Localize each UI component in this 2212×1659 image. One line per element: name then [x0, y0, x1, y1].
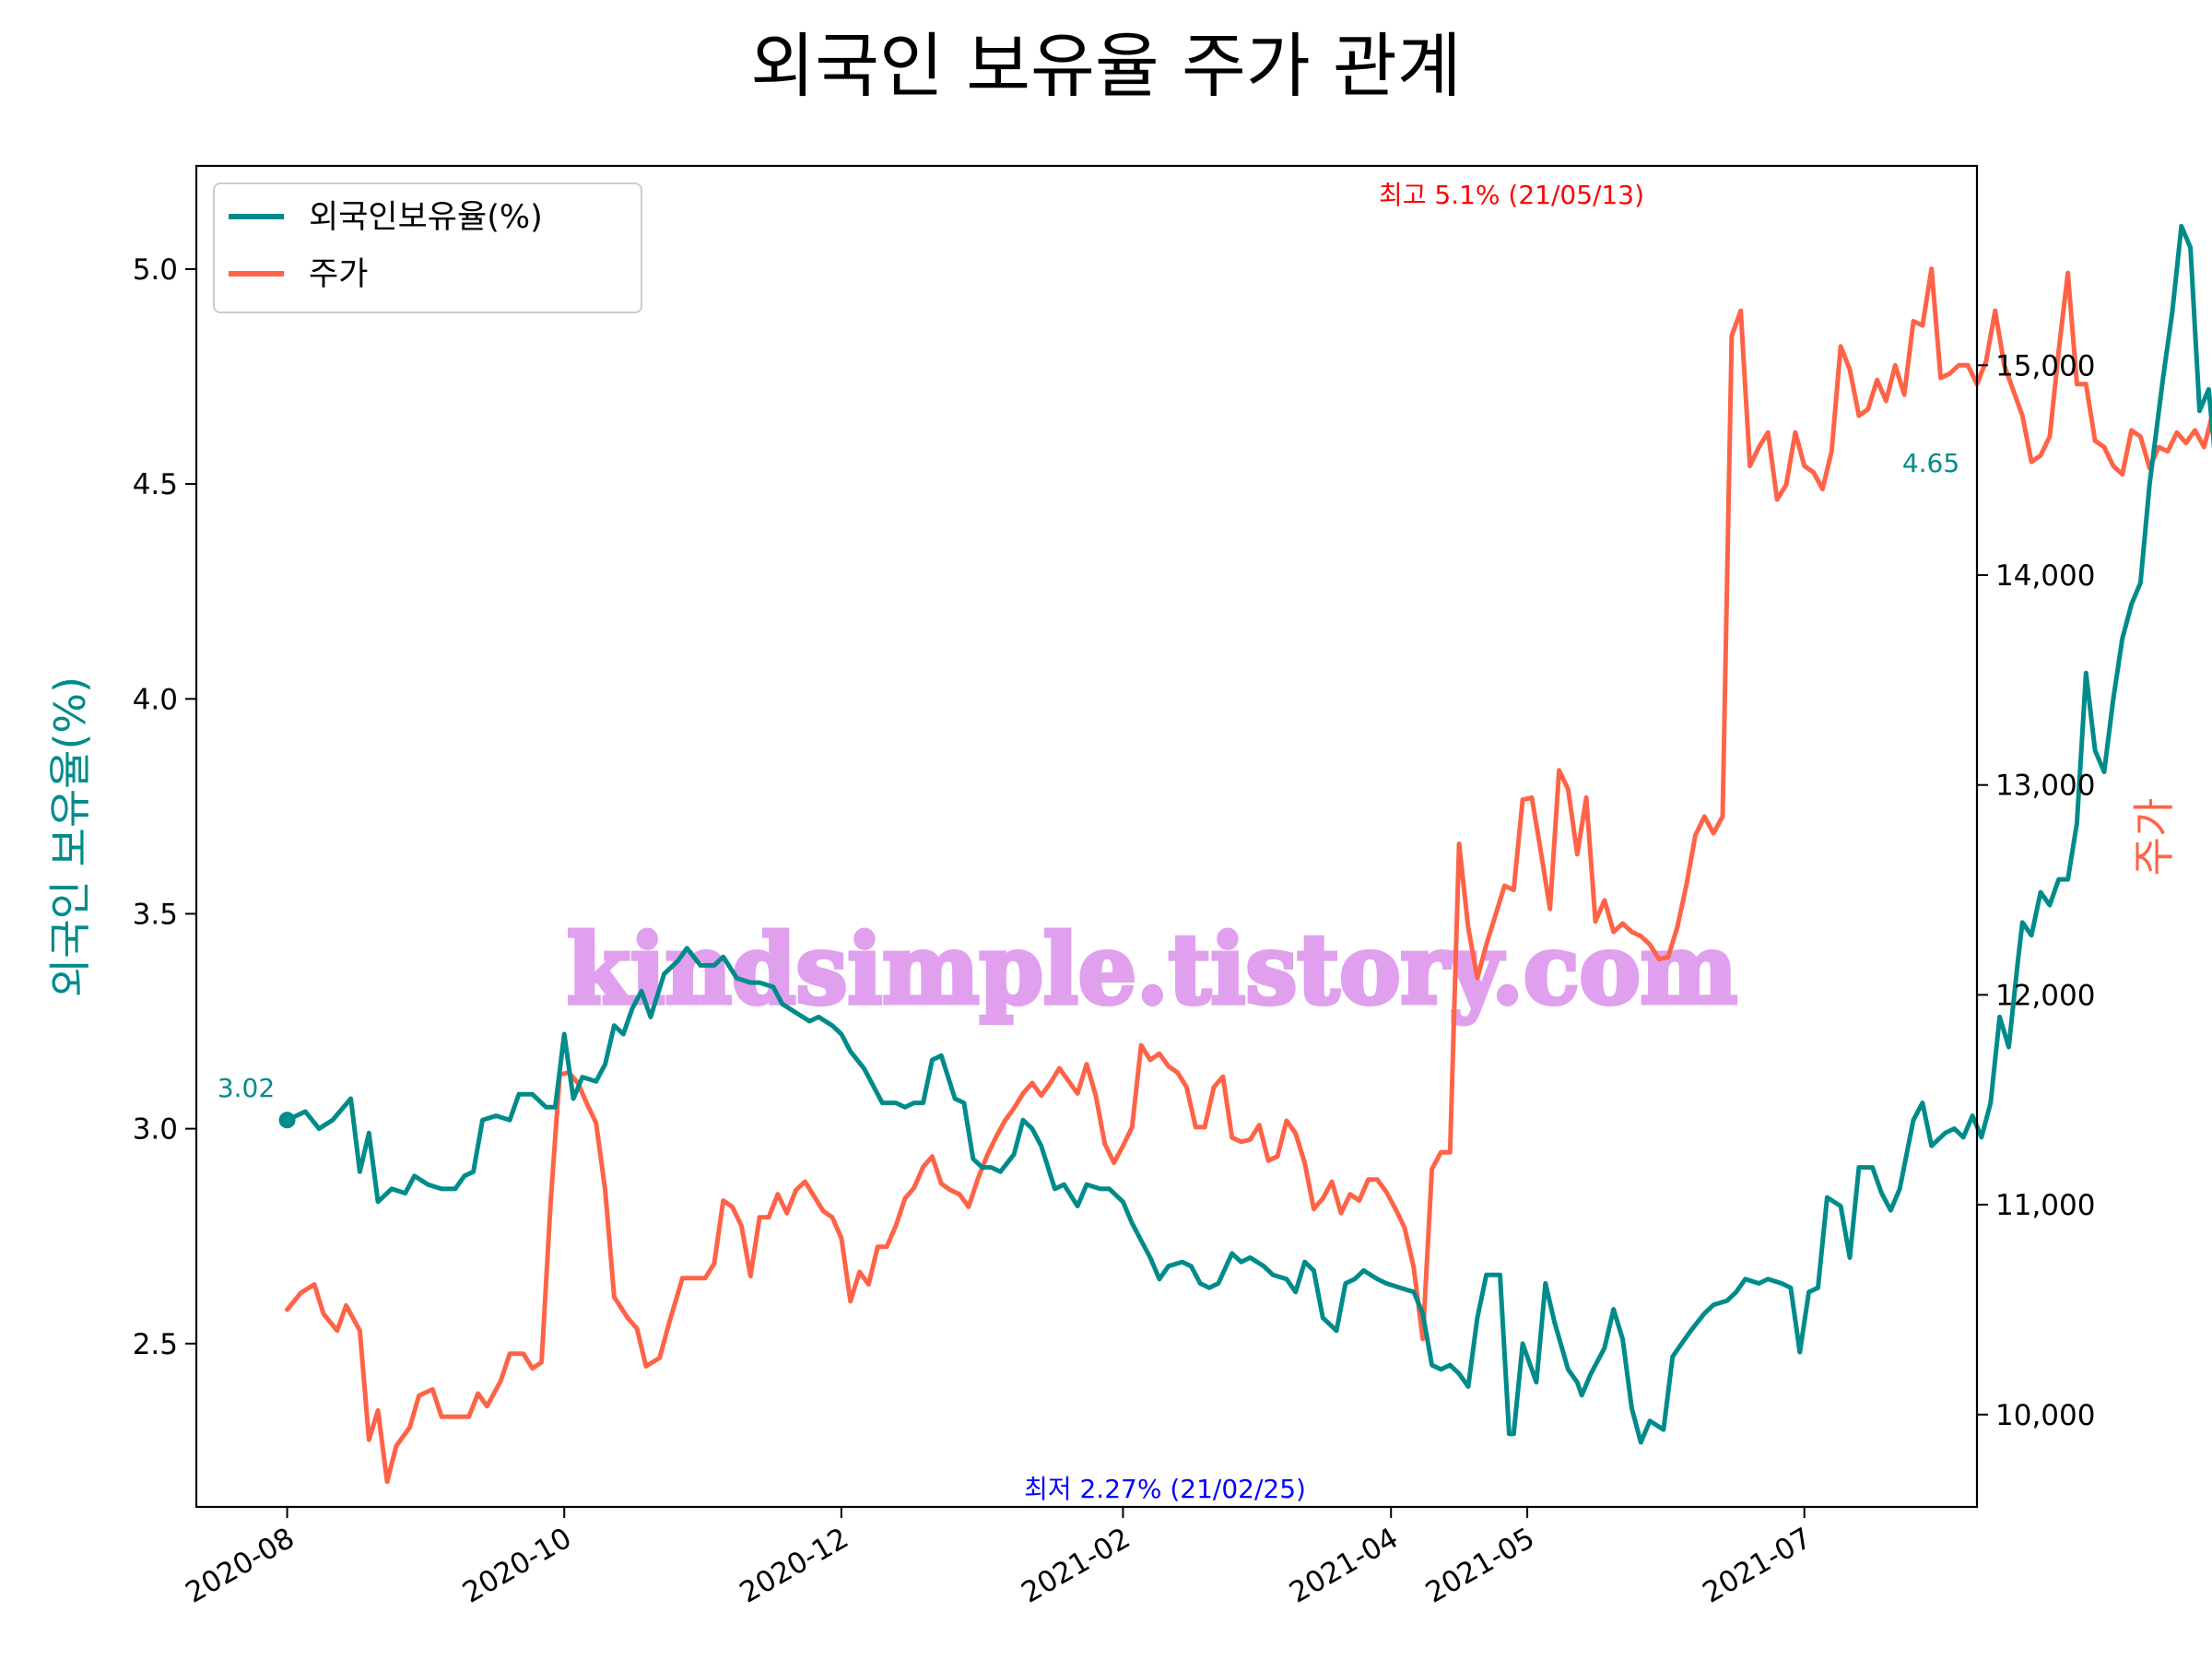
- endpoint-markers: [278, 1112, 296, 1129]
- y-left-tick-label: 4.0: [133, 683, 178, 716]
- y-right-tick-label: 10,000: [1995, 1399, 2095, 1432]
- y-axis-left: 2.5 3.0 3.5 4.0 4.5 5.0: [133, 253, 196, 1361]
- series-line-stock-price: [285, 266, 2212, 1485]
- series-layer: [285, 223, 2212, 1485]
- y-right-tick-label: 12,000: [1995, 979, 2095, 1012]
- start-point-marker: [278, 1112, 296, 1129]
- y-left-tick-label: 3.5: [133, 898, 178, 931]
- y-right-tick-label: 13,000: [1995, 770, 2095, 803]
- annotation-end-value: 4.65: [1902, 448, 1959, 478]
- x-tick-label: 2021-04: [1284, 1522, 1404, 1610]
- legend-label-stock-price: 주가: [309, 256, 368, 293]
- annotation-max: 최고 5.1% (21/05/13): [1379, 180, 1644, 210]
- y-axis-right-title: 주가: [2129, 798, 2179, 877]
- y-left-tick-label: 5.0: [133, 253, 178, 287]
- y-left-tick-label: 4.5: [133, 468, 178, 501]
- y-left-tick-label: 2.5: [133, 1328, 178, 1361]
- x-tick-label: 2021-05: [1420, 1522, 1540, 1610]
- legend: 외국인보유율(%) 주가: [213, 182, 642, 313]
- legend-box: [213, 182, 642, 313]
- y-left-tick-label: 3.0: [133, 1113, 178, 1147]
- watermark: kindsimple.tistory.com: [565, 911, 1740, 1029]
- x-tick-label: 2021-02: [1016, 1522, 1135, 1610]
- y-axis-left-title: 외국인 보유율(%): [45, 677, 95, 997]
- y-right-tick-label: 14,000: [1995, 559, 2095, 593]
- x-tick-label: 2020-08: [180, 1522, 300, 1610]
- legend-label-foreign-ratio: 외국인보유율(%): [309, 199, 543, 236]
- annotation-start-value: 3.02: [218, 1073, 275, 1103]
- x-tick-label: 2021-07: [1698, 1522, 1818, 1610]
- series-line-foreign-ratio: [285, 223, 2212, 1445]
- watermark-text: kindsimple.tistory.com: [567, 912, 1737, 1026]
- chart-title: 외국인 보유율 주가 관계: [750, 25, 1462, 107]
- x-tick-label: 2020-10: [457, 1522, 577, 1610]
- y-axis-right: 10,000 11,000 12,000 13,000 14,000 15,000: [1977, 349, 2095, 1432]
- x-axis: 2020-08 2020-10 2020-12 2021-02 2021-04 2021-…: [180, 1507, 1818, 1610]
- y-right-tick-label: 15,000: [1995, 349, 2095, 382]
- plot-frame: [194, 164, 1979, 1509]
- annotation-min: 최저 2.27% (21/02/25): [1024, 1474, 1306, 1504]
- y-right-tick-label: 11,000: [1995, 1189, 2095, 1222]
- x-tick-label: 2020-12: [735, 1522, 854, 1610]
